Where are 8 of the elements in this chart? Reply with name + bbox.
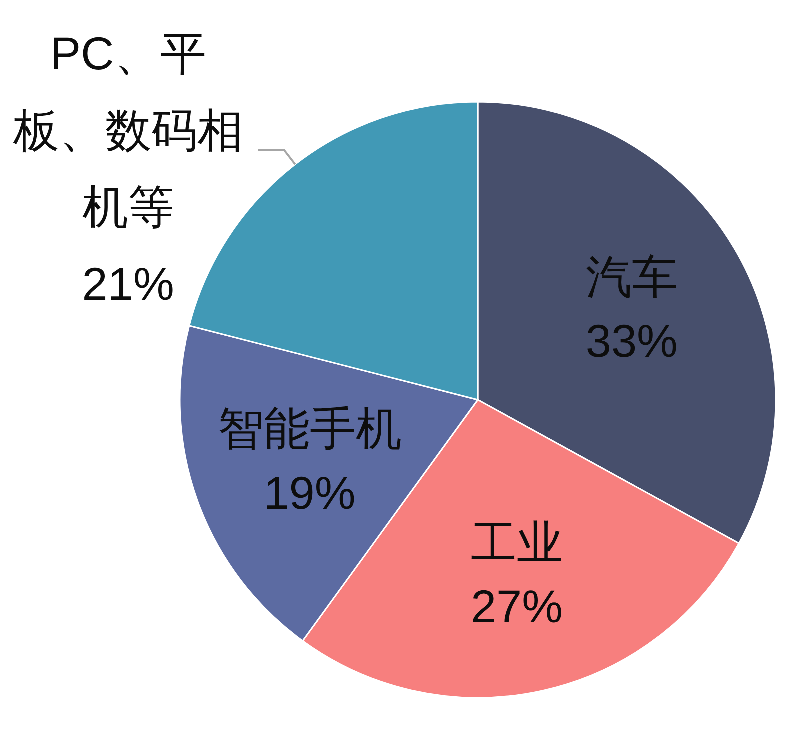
slice-label: 工业 — [471, 516, 564, 568]
slice-label: PC、平板、数码相机等 — [12, 27, 244, 234]
data-label: 33% — [586, 315, 678, 368]
data-label: 19% — [264, 466, 356, 519]
data-label: 27% — [470, 580, 564, 633]
slice-label: 智能手机 — [218, 402, 402, 454]
data-label: 21% — [82, 258, 174, 310]
slice-label: 汽车 — [586, 250, 678, 303]
